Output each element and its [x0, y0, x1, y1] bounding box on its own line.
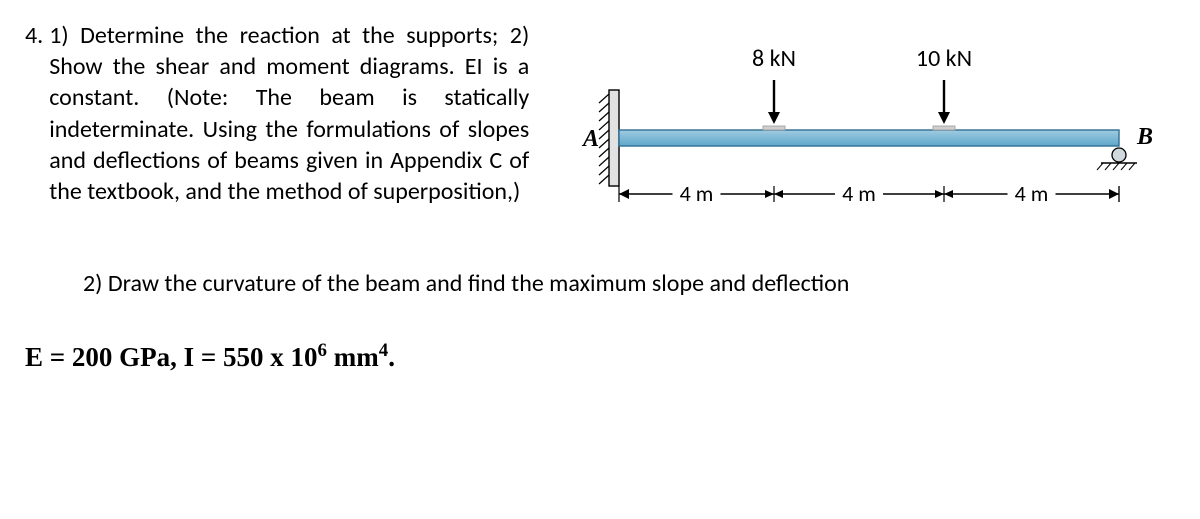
svg-text:8 kN: 8 kN — [752, 44, 796, 73]
svg-text:4 m: 4 m — [1015, 180, 1049, 207]
problem-top-row: 4. 1) Determine the reaction at the supp… — [25, 20, 1175, 234]
svg-text:4 m: 4 m — [680, 180, 714, 207]
svg-text:A: A — [581, 126, 599, 152]
svg-text:10 kN: 10 kN — [916, 44, 972, 73]
svg-text:4 m: 4 m — [842, 180, 876, 207]
ei-properties: E = 200 GPa, I = 550 x 106 mm4. — [25, 339, 1175, 375]
svg-text:B: B — [1136, 124, 1153, 150]
beam-svg: 8 kN 10 kN A B 4 m 4 m 4 m — [549, 34, 1169, 234]
part2-row: 2) Draw the curvature of the beam and fi… — [25, 268, 1175, 299]
part1-text: 1) Determine the reaction at the support… — [49, 20, 549, 207]
problem-number: 4. — [25, 20, 49, 51]
beam-diagram: 8 kN 10 kN A B 4 m 4 m 4 m — [549, 20, 1169, 234]
part2-text: 2) Draw the curvature of the beam and fi… — [83, 268, 1175, 299]
